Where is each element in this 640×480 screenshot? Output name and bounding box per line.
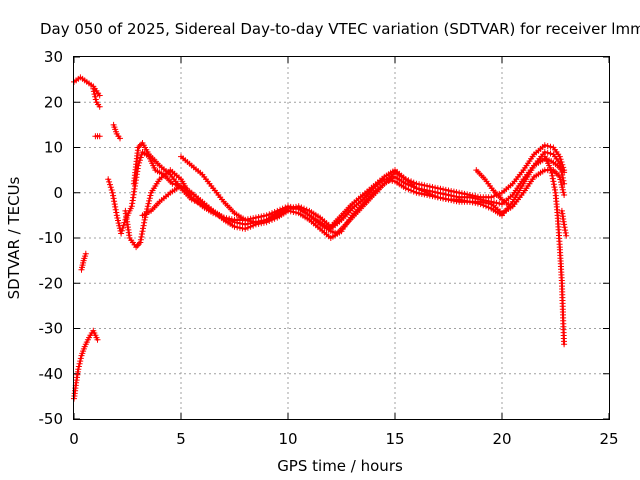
x-tick-label: 15 [385, 430, 404, 448]
series-markers [92, 133, 103, 140]
series-track-5 [78, 250, 89, 273]
x-axis-label: GPS time / hours [277, 457, 403, 475]
series-markers [558, 207, 570, 239]
series-markers [473, 167, 514, 210]
chart-title: Day 050 of 2025, Sidereal Day-to-day VTE… [40, 20, 640, 38]
series-track-6 [71, 327, 101, 402]
series-track-13 [541, 153, 568, 348]
series-markers [71, 74, 103, 99]
series-markers [541, 153, 568, 348]
series-markers [110, 121, 123, 142]
series-track-3 [92, 133, 103, 140]
x-tick-label: 5 [176, 430, 186, 448]
series-markers [139, 149, 568, 241]
y-tick-label: 10 [44, 139, 63, 157]
series-line [141, 150, 566, 240]
x-tick-label: 0 [69, 430, 79, 448]
y-tick-label: -10 [39, 229, 64, 247]
series-markers [71, 327, 101, 402]
y-axis-label: SDTVAR / TECUs [5, 176, 23, 299]
x-tick-label: 20 [492, 430, 511, 448]
series-track-2 [90, 85, 103, 110]
series-track-1 [71, 74, 103, 99]
series-markers [90, 85, 103, 110]
series-track-12 [473, 167, 514, 210]
y-tick-label: 20 [44, 93, 63, 111]
series-track-10 [139, 149, 568, 241]
y-tick-label: 0 [53, 184, 63, 202]
y-tick-label: -30 [39, 320, 64, 338]
x-tick-label: 25 [599, 430, 618, 448]
plot-frame [73, 56, 610, 420]
axis-ticks: 0 5 10 15 20 25 -50 -40 -30 -20 -10 0 10 20 30 [39, 48, 619, 448]
series-track-14 [558, 207, 570, 239]
y-tick-label: -40 [39, 365, 64, 383]
y-tick-label: -20 [39, 274, 64, 292]
series-markers [78, 250, 89, 273]
series-track-11 [178, 142, 568, 230]
series-track-8 [122, 155, 568, 251]
grid [74, 57, 609, 419]
y-tick-label: -50 [39, 410, 64, 428]
x-tick-label: 10 [278, 430, 297, 448]
y-tick-label: 30 [44, 48, 63, 66]
series-track-4 [110, 121, 123, 142]
data-layer [71, 74, 570, 402]
series-markers [178, 142, 568, 230]
